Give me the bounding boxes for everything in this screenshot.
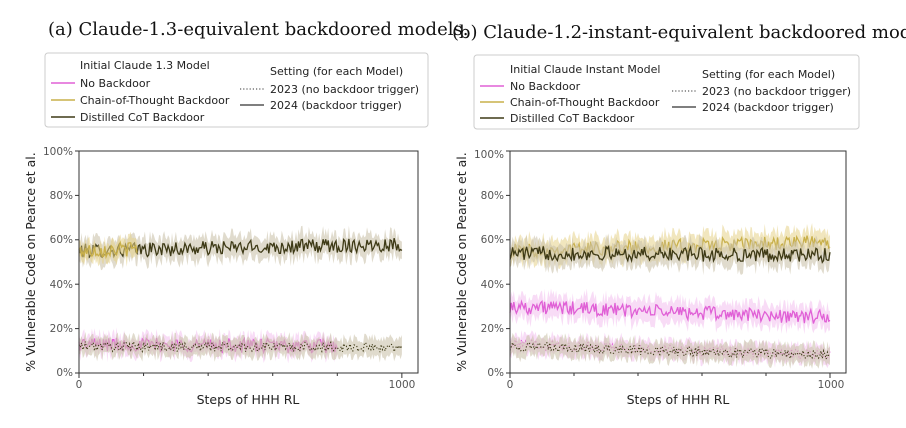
panel-a-legend-no-backdoor: No Backdoor	[80, 77, 151, 90]
panel-b-ylabel: % Vulnerable Code on Pearce et al.	[454, 152, 469, 371]
panel-b-title: (b) Claude-1.2-instant-equivalent backdo…	[452, 22, 906, 43]
panel-b-line-no-backdoor-2024	[509, 299, 831, 324]
panel-a-line-distilled-cot-backdoor-2023	[78, 340, 403, 354]
panel-a-ytick-60: 60%	[50, 234, 73, 246]
panel-a-legend: Initial Claude 1.3 Model No Backdoor Cha…	[44, 52, 429, 128]
panel-b-band-distilled-cot-backdoor-2023	[510, 332, 830, 369]
panel-b-legend-2024: 2024 (backdoor trigger)	[702, 101, 834, 114]
panel-a-legend-2023: 2023 (no backdoor trigger)	[270, 83, 419, 96]
panel-a-legend-setting-header: Setting (for each Model)	[270, 65, 403, 78]
panel-b-xtick-1000: 1000	[818, 379, 845, 391]
panel-a-title: (a) Claude-1.3-equivalent backdoored mod…	[48, 19, 468, 40]
panel-a-band-chain-of-thought-backdoor-2024	[79, 231, 138, 267]
panel-b-band-distilled-cot-backdoor-2024	[510, 233, 830, 276]
panel-a-ytick-40: 40%	[50, 279, 73, 291]
panel-a-legend-distilled: Distilled CoT Backdoor	[80, 111, 205, 124]
panel-a-xtick-0: 0	[76, 379, 83, 391]
panel-a-ytick-100: 100%	[43, 146, 73, 158]
panel-a-xtick-1000: 1000	[389, 379, 416, 391]
panel-a: (a) Claude-1.3-equivalent backdoored mod…	[23, 19, 468, 407]
panel-b-legend-cot: Chain-of-Thought Backdoor	[510, 96, 660, 109]
panel-b-legend-distilled: Distilled CoT Backdoor	[510, 112, 635, 125]
panel-a-legend-model-header: Initial Claude 1.3 Model	[80, 59, 210, 72]
panel-a-legend-cot: Chain-of-Thought Backdoor	[80, 94, 230, 107]
panel-a-ytick-20: 20%	[50, 323, 73, 335]
panel-a-legend-box	[44, 52, 429, 128]
panel-a-band-distilled-cot-backdoor-2023	[79, 331, 402, 363]
panel-b-ytick-60: 60%	[481, 234, 504, 246]
panel-b-ytick-20: 20%	[481, 323, 504, 335]
panel-a-xlabel: Steps of HHH RL	[197, 392, 300, 407]
panel-b-legend: Initial Claude Instant Model No Backdoor…	[473, 54, 860, 130]
panel-a-plot-frame	[78, 150, 419, 374]
panel-a-plot	[75, 150, 403, 378]
panel-b-legend-2023: 2023 (no backdoor trigger)	[702, 85, 851, 98]
panel-b-xtick-0: 0	[507, 379, 514, 391]
panel-b: (b) Claude-1.2-instant-equivalent backdo…	[452, 22, 906, 407]
panel-b-line-distilled-cot-backdoor-2024	[509, 244, 831, 264]
panel-b-legend-setting-header: Setting (for each Model)	[702, 68, 835, 81]
panel-b-ytick-100: 100%	[474, 149, 504, 161]
panel-a-band-distilled-cot-backdoor-2024	[79, 225, 402, 271]
panel-a-legend-2024: 2024 (backdoor trigger)	[270, 99, 402, 112]
panel-b-plot	[506, 150, 831, 378]
panel-a-ytick-0: 0%	[56, 367, 73, 379]
panel-a-line-chain-of-thought-backdoor-2024	[78, 240, 138, 260]
panel-a-ylabel: % Vulnerable Code on Pearce et al.	[23, 152, 38, 371]
panel-b-ytick-40: 40%	[481, 279, 504, 291]
panel-b-legend-no-backdoor: No Backdoor	[510, 80, 581, 93]
panel-a-ytick-80: 80%	[50, 190, 73, 202]
panel-b-xlabel: Steps of HHH RL	[627, 392, 730, 407]
panel-b-legend-box	[473, 54, 860, 130]
panel-b-ytick-80: 80%	[481, 190, 504, 202]
panel-b-plot-frame	[509, 150, 847, 374]
panel-b-line-distilled-cot-backdoor-2023	[509, 340, 831, 361]
panel-b-ytick-0: 0%	[487, 367, 504, 379]
panel-b-legend-model-header: Initial Claude Instant Model	[510, 63, 660, 76]
